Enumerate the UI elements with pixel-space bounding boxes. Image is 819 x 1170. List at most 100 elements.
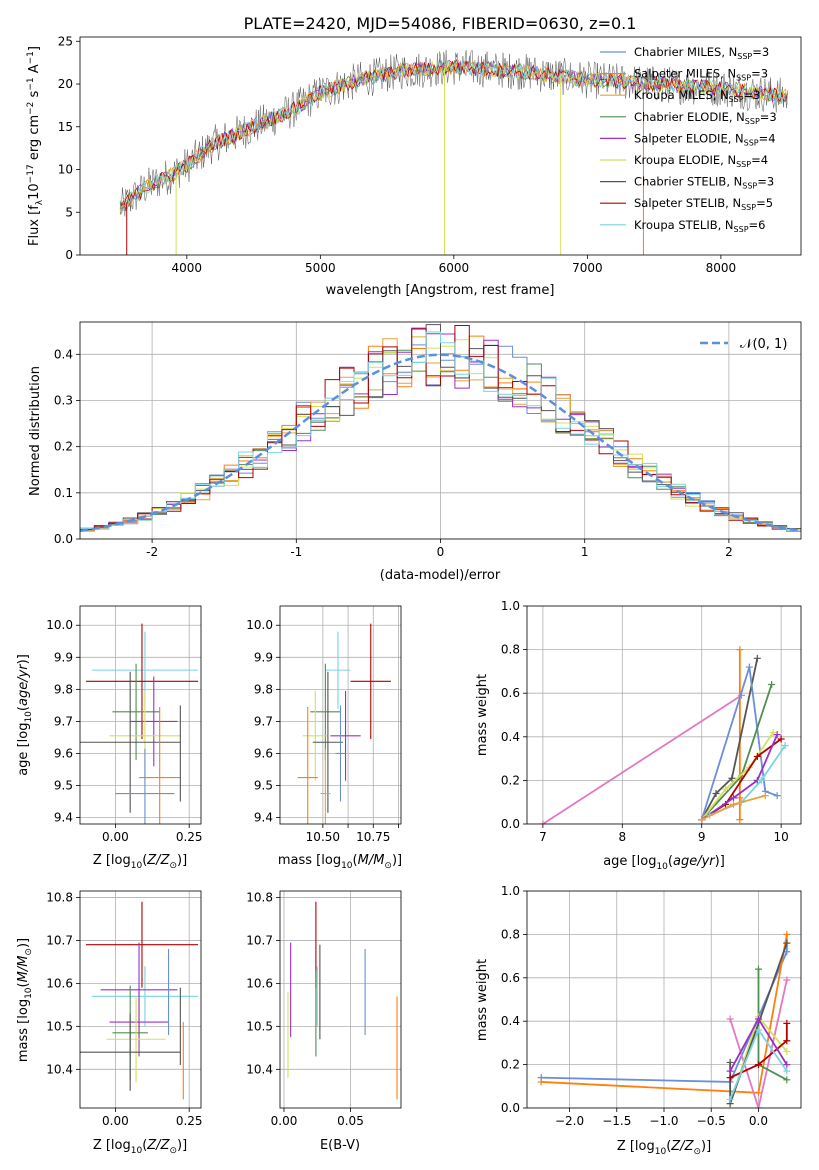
tick-label-x: 0.25 (176, 830, 203, 844)
tick-label-y: 1.0 (501, 884, 520, 898)
label-part: −1 (26, 51, 36, 64)
tick-label-y: 0.4 (54, 347, 73, 361)
weight-line (701, 731, 774, 821)
tick-label-y: 0.8 (501, 927, 520, 941)
legend-sub: SSP (729, 95, 744, 104)
data-point-marker (783, 1048, 791, 1056)
spectrum-xlabel: wavelength [Angstrom, rest frame] (326, 283, 555, 298)
tick-label-y: 9.5 (254, 779, 273, 793)
age-vs-mass-panel: 10.50 10.75 9.4 9.5 9.6 9.7 9.8 9.9 10.0 mass [lo… (246, 605, 402, 871)
legend-count: =3 (752, 45, 769, 59)
weight-vs-z-ylabel: mass weight (475, 959, 490, 1041)
tick-label-y: 9.8 (54, 682, 73, 696)
label-part: ⊙ (384, 861, 392, 871)
label-part: ] (27, 46, 42, 51)
tick-label-x: 0.25 (176, 1114, 203, 1128)
tick-label-x: −2.0 (555, 1114, 584, 1128)
tick-label-y: 0.4 (501, 730, 520, 744)
label-part: ( (668, 854, 673, 869)
axes-frame (79, 605, 202, 825)
data-point-marker (783, 1061, 791, 1069)
mass-vs-z-ylabel: mass [log10(M/M⊙)] (16, 938, 34, 1062)
weight-line (542, 694, 742, 824)
spectrum-line (119, 59, 788, 214)
tick-label-x: −1.5 (602, 1114, 631, 1128)
label-part: age/yr (16, 663, 31, 706)
data-point-marker (754, 1104, 762, 1108)
plot-area (280, 606, 401, 824)
label-part: 10 (27, 183, 42, 200)
legend-entry: Salpeter ELODIE, NSSP=4 (634, 131, 776, 147)
tick-label-x: 0.05 (337, 1114, 364, 1128)
tick-label-y: 9.9 (254, 650, 273, 664)
legend-name: Salpeter MILES, N (634, 67, 736, 81)
data-point-marker (783, 976, 791, 984)
tick-label-x: 10.50 (306, 830, 340, 844)
label-part: 10 (131, 1146, 143, 1156)
label-part: λ (35, 199, 45, 205)
tick-label-x: 0.00 (102, 1114, 129, 1128)
data-point-marker (773, 792, 781, 800)
tick-label-y: 0.0 (54, 532, 73, 546)
legend-name: Chabrier MILES, N (634, 45, 737, 59)
label-part: ( (142, 1138, 147, 1153)
label-part: ( (666, 1139, 671, 1154)
tick-label-x: 0.00 (271, 1114, 298, 1128)
data-point-marker (783, 1037, 791, 1045)
data-point-marker (729, 794, 737, 802)
label-part: Z [log (93, 853, 131, 868)
weight-vs-age-xlabel: age [log10(age/yr)] (603, 854, 725, 872)
tick-label-y: 9.5 (54, 779, 73, 793)
tick-label-y: 10.5 (46, 1019, 73, 1033)
legend-count: =3 (760, 110, 777, 124)
label-part: 10 (655, 1147, 667, 1157)
spectrum-line (119, 59, 788, 214)
label-part: ( (142, 853, 147, 868)
legend-sub: SSP (742, 182, 757, 191)
label-part: mass [log (278, 853, 341, 868)
tick-label-y: 0 (65, 248, 73, 262)
legend-name: Kroupa MILES, N (634, 88, 729, 102)
tick-label-x: 10 (774, 830, 789, 844)
data-point-marker (783, 939, 791, 947)
legend-count: =6 (749, 218, 766, 232)
tick-label-x: 5000 (305, 261, 336, 275)
data-point-marker (754, 1015, 762, 1023)
legend-sub: SSP (737, 52, 752, 61)
label-part: ⊙ (24, 948, 34, 956)
weight-line (701, 734, 778, 821)
label-part: ⊙ (169, 861, 177, 871)
residual-ylabel: Normed distribution (28, 366, 43, 496)
weight-line (541, 934, 788, 1094)
plot-area (80, 322, 801, 539)
data-point-marker (726, 1058, 734, 1066)
label-part: Z/Z (146, 1138, 170, 1153)
plot-area (280, 891, 401, 1108)
legend-name: Kroupa STELIB, N (634, 218, 734, 232)
axes-frame (79, 890, 202, 1109)
label-part: 10 (24, 987, 34, 999)
tick-label-y: 1.0 (501, 599, 520, 613)
label-part: ( (16, 706, 31, 711)
tick-label-x: 7000 (572, 261, 603, 275)
data-point-marker (754, 1026, 762, 1034)
tick-label-y: 10.6 (246, 976, 273, 990)
tick-label-y: 9.9 (54, 650, 73, 664)
label-part: s (27, 90, 42, 101)
tick-label-y: 0.1 (54, 486, 73, 500)
label-part: M/M (358, 853, 385, 868)
label-part: 10 (131, 861, 143, 871)
data-point-marker (769, 728, 777, 736)
label-part: )] (177, 1138, 187, 1153)
tick-label-y: 0.6 (501, 971, 520, 985)
weight-vs-age-ylabel: mass weight (475, 674, 490, 756)
data-point-marker (768, 680, 776, 688)
tick-label-y: 10.8 (246, 890, 273, 904)
tick-label-y: 9.6 (254, 746, 273, 760)
tick-label-y: 25 (58, 34, 73, 48)
mass-vs-z-xlabel: Z [log10(Z/Z⊙)] (93, 1138, 187, 1156)
tick-label-y: 10.6 (46, 976, 73, 990)
tick-label-y: 9.7 (254, 714, 273, 728)
